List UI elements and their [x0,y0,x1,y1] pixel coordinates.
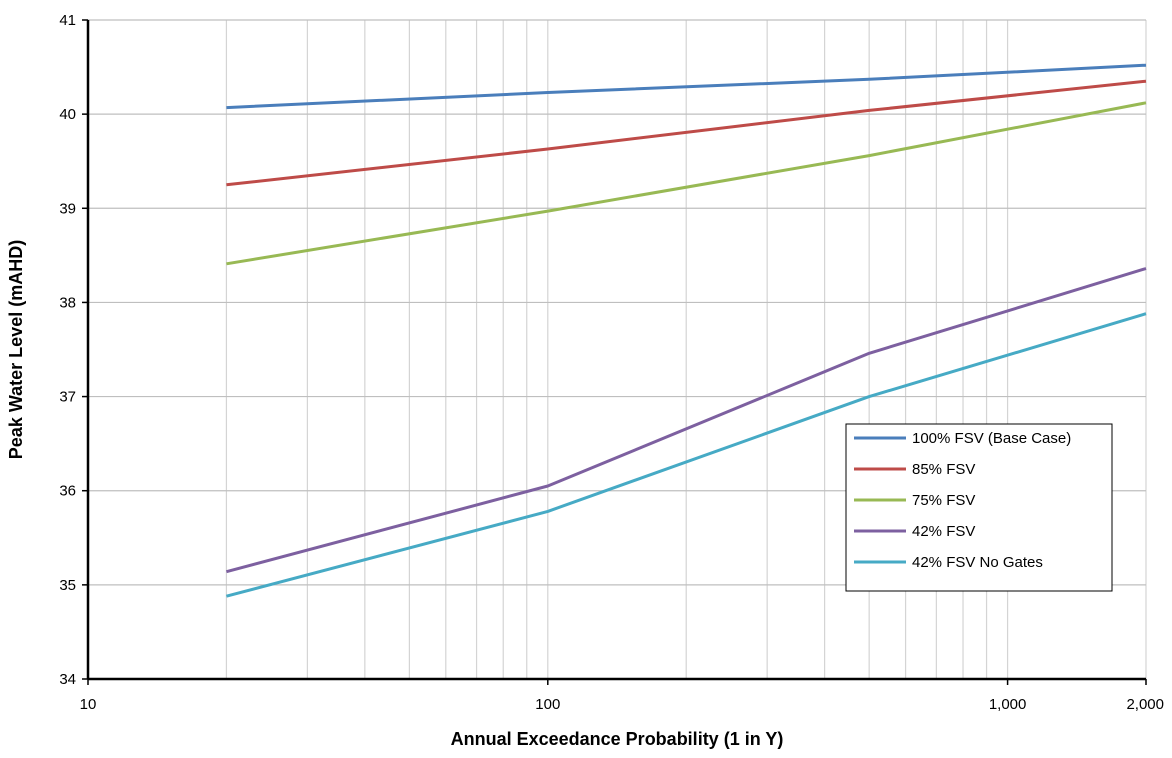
series-line [226,267,1147,574]
legend-label: 42% FSV No Gates [912,554,1043,571]
x-tick-label: 10 [80,696,97,713]
legend: 100% FSV (Base Case) 85% FSV 75% FSV 42% FS… [845,423,1113,592]
x-tick-label: 1,000 [989,696,1027,713]
y-tick-label: 34 [59,671,76,688]
y-axis-title: Peak Water Level (mAHD) [6,240,26,459]
legend-label: 75% FSV [912,492,975,509]
x-tick-label: 100 [535,696,560,713]
x-tick-label: 2,000 [1126,696,1164,713]
y-tick-label: 35 [59,577,76,594]
series-lines [226,63,1147,598]
series-line [226,63,1147,110]
legend-label: 42% FSV [912,523,975,540]
y-tick-label: 37 [59,389,76,406]
y-tick-label: 36 [59,483,76,500]
legend-label: 100% FSV (Base Case) [912,430,1071,447]
tick-labels: 34 35 36 37 38 39 40 41 10 100 1,000 2,000 [59,12,1164,713]
x-axis-title: Annual Exceedance Probability (1 in Y) [451,729,784,749]
series-line [226,101,1147,266]
series-line [226,79,1147,187]
y-tick-label: 40 [59,106,76,123]
legend-label: 85% FSV [912,461,975,478]
y-tick-label: 38 [59,294,76,311]
series-line [226,312,1147,598]
y-tick-label: 41 [59,12,76,29]
axes [82,19,1147,685]
y-tick-label: 39 [59,200,76,217]
